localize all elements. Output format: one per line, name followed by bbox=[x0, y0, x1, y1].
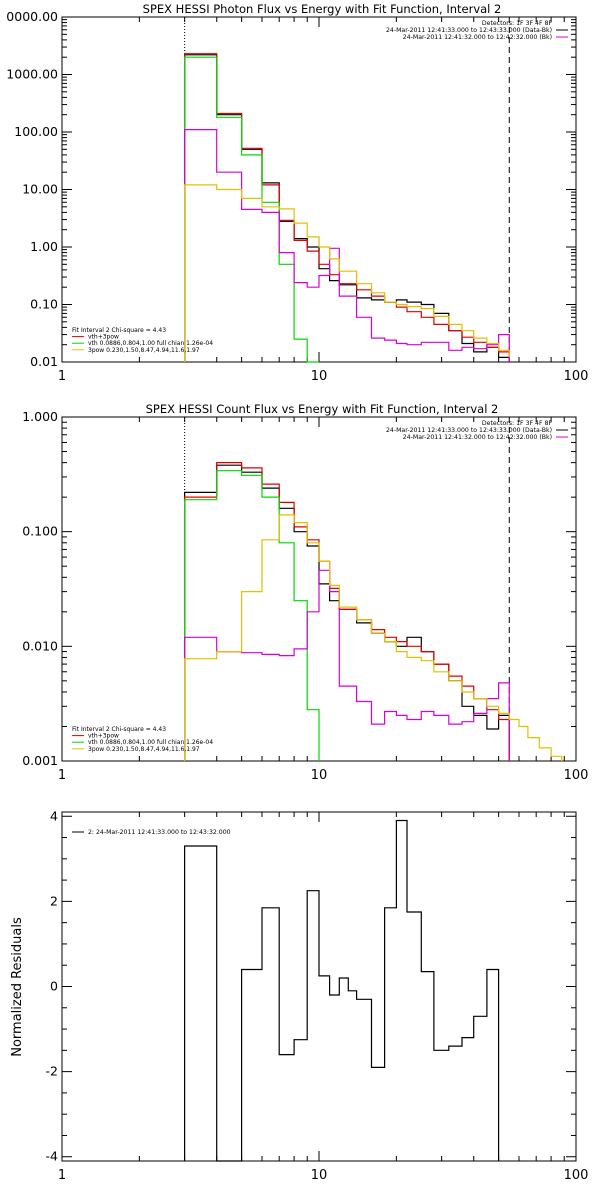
axis-ticks: 1 10 100 0.001 0.010 0.100 1.000 bbox=[22, 409, 588, 783]
residuals-panel: Normalized Residuals 1 10 100 -4 -2 0 2 4 2: 24… bbox=[10, 808, 588, 1183]
series-vth bbox=[184, 470, 320, 761]
legend-entry: 24-Mar-2011 12:41:32.000 to 12:42:32.000… bbox=[403, 434, 552, 441]
y-axis-label: Normalized Residuals bbox=[10, 917, 25, 1057]
legend-entry: vth 0.0886,0.804,1.00 full chian 1.26e-0… bbox=[88, 340, 213, 347]
count-flux-panel: SPEX HESSI Count Flux vs Energy with Fit… bbox=[22, 402, 588, 783]
y-tick-label: -4 bbox=[46, 1149, 59, 1164]
y-tick-label: 1.000 bbox=[22, 409, 58, 424]
x-tick-label: 1 bbox=[58, 369, 66, 384]
legend-entry: 24-Mar-2011 12:41:33.000 to 12:43:33.000… bbox=[386, 27, 552, 34]
y-tick-label: 0.100 bbox=[22, 524, 58, 539]
legend-fit-header: Fit Interval 2 Chi-square = 4.43 bbox=[72, 726, 166, 733]
series-residuals bbox=[184, 819, 500, 1162]
legend-entry: vth 0.0886,0.804,1.00 full chian 1.26e-0… bbox=[88, 739, 213, 746]
y-tick-label: 1.00 bbox=[30, 239, 58, 254]
legend-entry: vth+3pow bbox=[88, 334, 119, 341]
plot-frame bbox=[61, 16, 577, 363]
series-data-bk bbox=[184, 464, 510, 761]
fit-range-lines bbox=[184, 417, 510, 761]
x-tick-label: 1 bbox=[58, 768, 66, 783]
legend-entry: vth+3pow bbox=[88, 733, 119, 740]
y-tick-label: 100.00 bbox=[14, 124, 58, 139]
chart-title: SPEX HESSI Count Flux vs Energy with Fit… bbox=[146, 402, 499, 416]
legend-entry: 24-Mar-2011 12:41:32.000 to 12:42:32.000… bbox=[403, 34, 552, 41]
legend-fit: Fit Interval 2 Chi-square = 4.43vth+3pow… bbox=[72, 327, 213, 354]
legend-entry: Detectors: 1F 3F 4F 8F bbox=[482, 20, 553, 27]
series-vth-3pow bbox=[184, 53, 510, 362]
y-tick-label: 0 bbox=[50, 979, 58, 994]
legend-entry: 3pow 0.230,1.50,8.47,4.94,11.6,1.97 bbox=[88, 746, 200, 753]
legend-entry: 24-Mar-2011 12:41:33.000 to 12:43:33.000… bbox=[386, 427, 552, 434]
series-3pow bbox=[184, 184, 510, 362]
axis-ticks: 1 10 100 -4 -2 0 2 4 bbox=[46, 808, 589, 1183]
x-tick-label: 10 bbox=[311, 369, 328, 384]
y-tick-label: 2 bbox=[50, 893, 58, 908]
x-tick-label: 100 bbox=[564, 1168, 589, 1183]
legend-interval: 2: 24-Mar-2011 12:41:33.000 to 12:43:32.… bbox=[72, 829, 231, 836]
legend-entry: 3pow 0.230,1.50,8.47,4.94,11.6,1.97 bbox=[88, 347, 200, 354]
legend-entry: 2: 24-Mar-2011 12:41:33.000 to 12:43:32.… bbox=[88, 829, 231, 836]
chart-title: SPEX HESSI Photon Flux vs Energy with Fi… bbox=[143, 2, 502, 16]
y-tick-label: 4 bbox=[50, 808, 58, 823]
legend-entry: Detectors: 1F 3F 4F 8F bbox=[482, 420, 553, 427]
x-tick-label: 10 bbox=[311, 1168, 328, 1183]
legend-fit-header: Fit Interval 2 Chi-square = 4.43 bbox=[72, 327, 166, 334]
y-tick-label: 10.00 bbox=[22, 182, 58, 197]
series-bk bbox=[184, 129, 510, 362]
y-tick-label: 1000.00 bbox=[6, 67, 58, 82]
data-series bbox=[184, 462, 563, 761]
series-bk bbox=[184, 569, 510, 761]
y-tick-label: 0000.00 bbox=[6, 9, 58, 24]
data-series bbox=[184, 819, 500, 1162]
legend-fit: Fit Interval 2 Chi-square = 4.43vth+3pow… bbox=[72, 726, 213, 753]
series-data-bk bbox=[184, 54, 510, 362]
x-tick-label: 1 bbox=[58, 1168, 66, 1183]
y-tick-label: 0.01 bbox=[30, 354, 58, 369]
series-3pow bbox=[184, 514, 563, 761]
series-vth-3pow bbox=[184, 462, 510, 761]
x-tick-label: 100 bbox=[564, 768, 589, 783]
photon-flux-panel: SPEX HESSI Photon Flux vs Energy with Fi… bbox=[6, 2, 588, 384]
y-tick-label: 0.010 bbox=[22, 638, 58, 653]
y-tick-label: 0.10 bbox=[30, 297, 58, 312]
x-tick-label: 100 bbox=[564, 369, 589, 384]
x-tick-label: 10 bbox=[311, 768, 328, 783]
axis-ticks: 1 10 100 0.01 0.10 1.00 10.00 100.00 1000.00 0000… bbox=[6, 9, 588, 384]
y-tick-label: 0.001 bbox=[22, 753, 58, 768]
y-tick-label: -2 bbox=[46, 1064, 58, 1079]
data-series bbox=[184, 53, 510, 363]
